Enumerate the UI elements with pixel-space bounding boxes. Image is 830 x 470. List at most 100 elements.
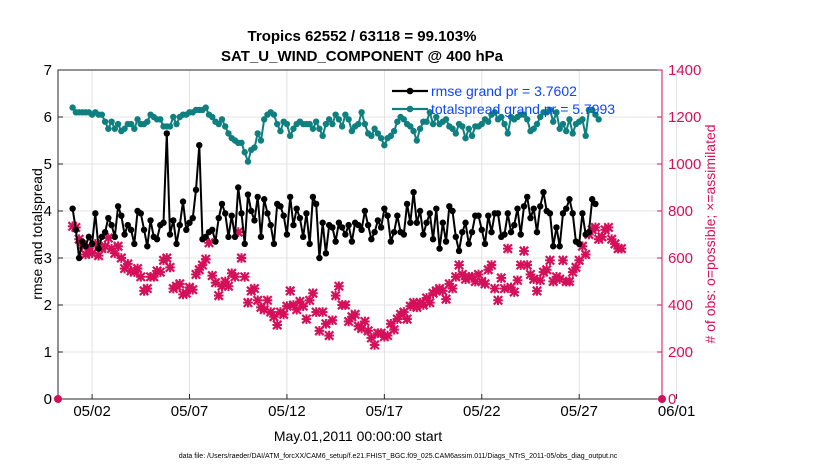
obs-assimilated-point: [590, 222, 601, 233]
rmse-point: [270, 240, 278, 248]
rmse-point: [88, 240, 96, 248]
obs-assimilated-point: [213, 290, 224, 301]
obs-assimilated-point: [359, 316, 370, 327]
rmse-point: [329, 224, 336, 231]
obs-assimilated-point: [132, 263, 143, 274]
rmse-point: [507, 228, 515, 236]
obs-assimilated-point: [544, 255, 555, 266]
rmse-point: [293, 205, 300, 212]
rmse-point: [377, 224, 385, 231]
obs-assimilated-point: [603, 222, 614, 233]
x-tick-label: 05/07: [171, 403, 209, 420]
totalspread-point: [277, 127, 284, 135]
axes-ticks: 0 1 2 3 4 5 6 7 0 200 400 600 800 1000 1200 1400 05/02 05…: [44, 62, 702, 420]
totalspread-point: [329, 120, 336, 128]
rmse-point: [85, 233, 93, 241]
rmse-point: [111, 233, 119, 241]
y-tick-label-right: 0: [668, 391, 676, 408]
rmse-point: [501, 231, 508, 238]
totalspread-point: [345, 116, 352, 123]
totalspread-point: [218, 116, 226, 123]
rmse-point: [280, 212, 287, 219]
obs-assimilated-point: [424, 297, 435, 308]
obs-assimilated-point: [113, 241, 124, 252]
rmse-point: [530, 205, 537, 212]
rmse-point: [173, 240, 180, 248]
rmse-point: [186, 219, 193, 226]
y-tick-label-left: 7: [44, 62, 52, 79]
rmse-point: [251, 217, 258, 224]
rmse-point: [69, 205, 76, 212]
totalspread-point: [491, 109, 498, 116]
totalspread-point: [157, 116, 164, 123]
totalspread-point: [202, 104, 209, 111]
totalspread-point: [498, 113, 505, 121]
y-tick-label-right: 400: [668, 297, 693, 314]
totalspread-point: [98, 111, 106, 118]
totalspread-point: [173, 120, 180, 128]
totalspread-point: [170, 113, 177, 121]
rmse-point: [368, 236, 375, 243]
rmse-point: [546, 210, 554, 217]
rmse-point: [303, 210, 310, 217]
totalspread-point: [588, 106, 596, 114]
obs-assimilated-point: [499, 283, 510, 294]
totalspread-point: [520, 111, 528, 118]
rmse-point: [202, 233, 209, 241]
totalspread-point: [582, 132, 589, 139]
rmse-point: [465, 240, 472, 248]
totalspread-point: [368, 132, 375, 139]
rmse-point: [283, 231, 291, 238]
rmse-point: [459, 228, 466, 236]
totalspread-point: [381, 142, 388, 149]
rmse-point: [592, 200, 599, 208]
chart-title-line2: SAT_U_WIND_COMPONENT @ 400 hPa: [221, 48, 504, 65]
totalspread-point: [566, 116, 573, 123]
obs-assimilated-point: [262, 295, 273, 306]
obs-assimilated-point: [330, 290, 341, 301]
obs-assimilated-point: [369, 339, 380, 350]
rmse-point: [413, 219, 421, 226]
legend: rmse grand pr = 3.7602 totalspread grand…: [392, 83, 615, 117]
obs-assimilated-point: [557, 255, 568, 266]
obs-assimilated-point: [535, 275, 546, 286]
rmse-point: [527, 214, 534, 222]
rmse-point: [290, 221, 297, 229]
rmse-point: [277, 203, 284, 210]
rmse-point: [390, 228, 398, 236]
rmse-point: [261, 196, 268, 203]
rmse-point: [127, 226, 135, 233]
totalspread-point: [342, 111, 349, 118]
rmse-point: [371, 228, 378, 236]
totalspread-point: [524, 116, 531, 123]
obs-assimilated-point: [616, 243, 627, 254]
rmse-point: [475, 212, 482, 219]
obs-assimilated-point: [502, 243, 513, 254]
rmse-point: [533, 228, 541, 236]
totalspread-point: [108, 118, 115, 125]
rmse-point: [248, 207, 255, 215]
legend-spread-label: totalspread grand pr = 5.7993: [431, 101, 615, 117]
rmse-point: [140, 226, 148, 233]
rmse-point: [101, 228, 109, 236]
obs-assimilated-point: [532, 285, 542, 296]
rmse-point: [75, 254, 83, 262]
totalspread-point: [485, 118, 492, 125]
rmse-point: [481, 240, 489, 248]
totalspread-point: [478, 120, 485, 128]
rmse-point: [504, 210, 511, 217]
obs-assimilated-point: [142, 283, 153, 294]
y-tick-label-left: 5: [44, 156, 52, 173]
rmse-point: [114, 203, 122, 210]
totalspread-point: [261, 116, 268, 123]
totalspread-point: [209, 113, 216, 121]
rmse-point: [449, 207, 456, 215]
obs-assimilated-point: [327, 315, 338, 326]
totalspread-point: [322, 120, 330, 128]
totalspread-point: [468, 132, 476, 139]
y-axis-label-left: rmse and totalspread: [29, 168, 45, 300]
rmse-point: [407, 219, 414, 226]
rmse-point: [550, 243, 557, 250]
rmse-point: [436, 245, 443, 252]
